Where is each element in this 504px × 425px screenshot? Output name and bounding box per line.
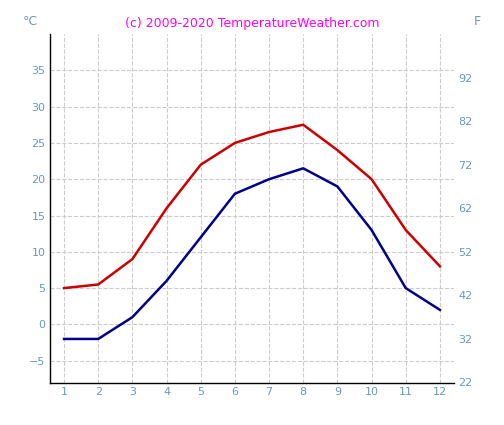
Text: F: F	[474, 14, 481, 28]
Title: (c) 2009-2020 TemperatureWeather.com: (c) 2009-2020 TemperatureWeather.com	[125, 17, 379, 30]
Text: °C: °C	[23, 14, 38, 28]
